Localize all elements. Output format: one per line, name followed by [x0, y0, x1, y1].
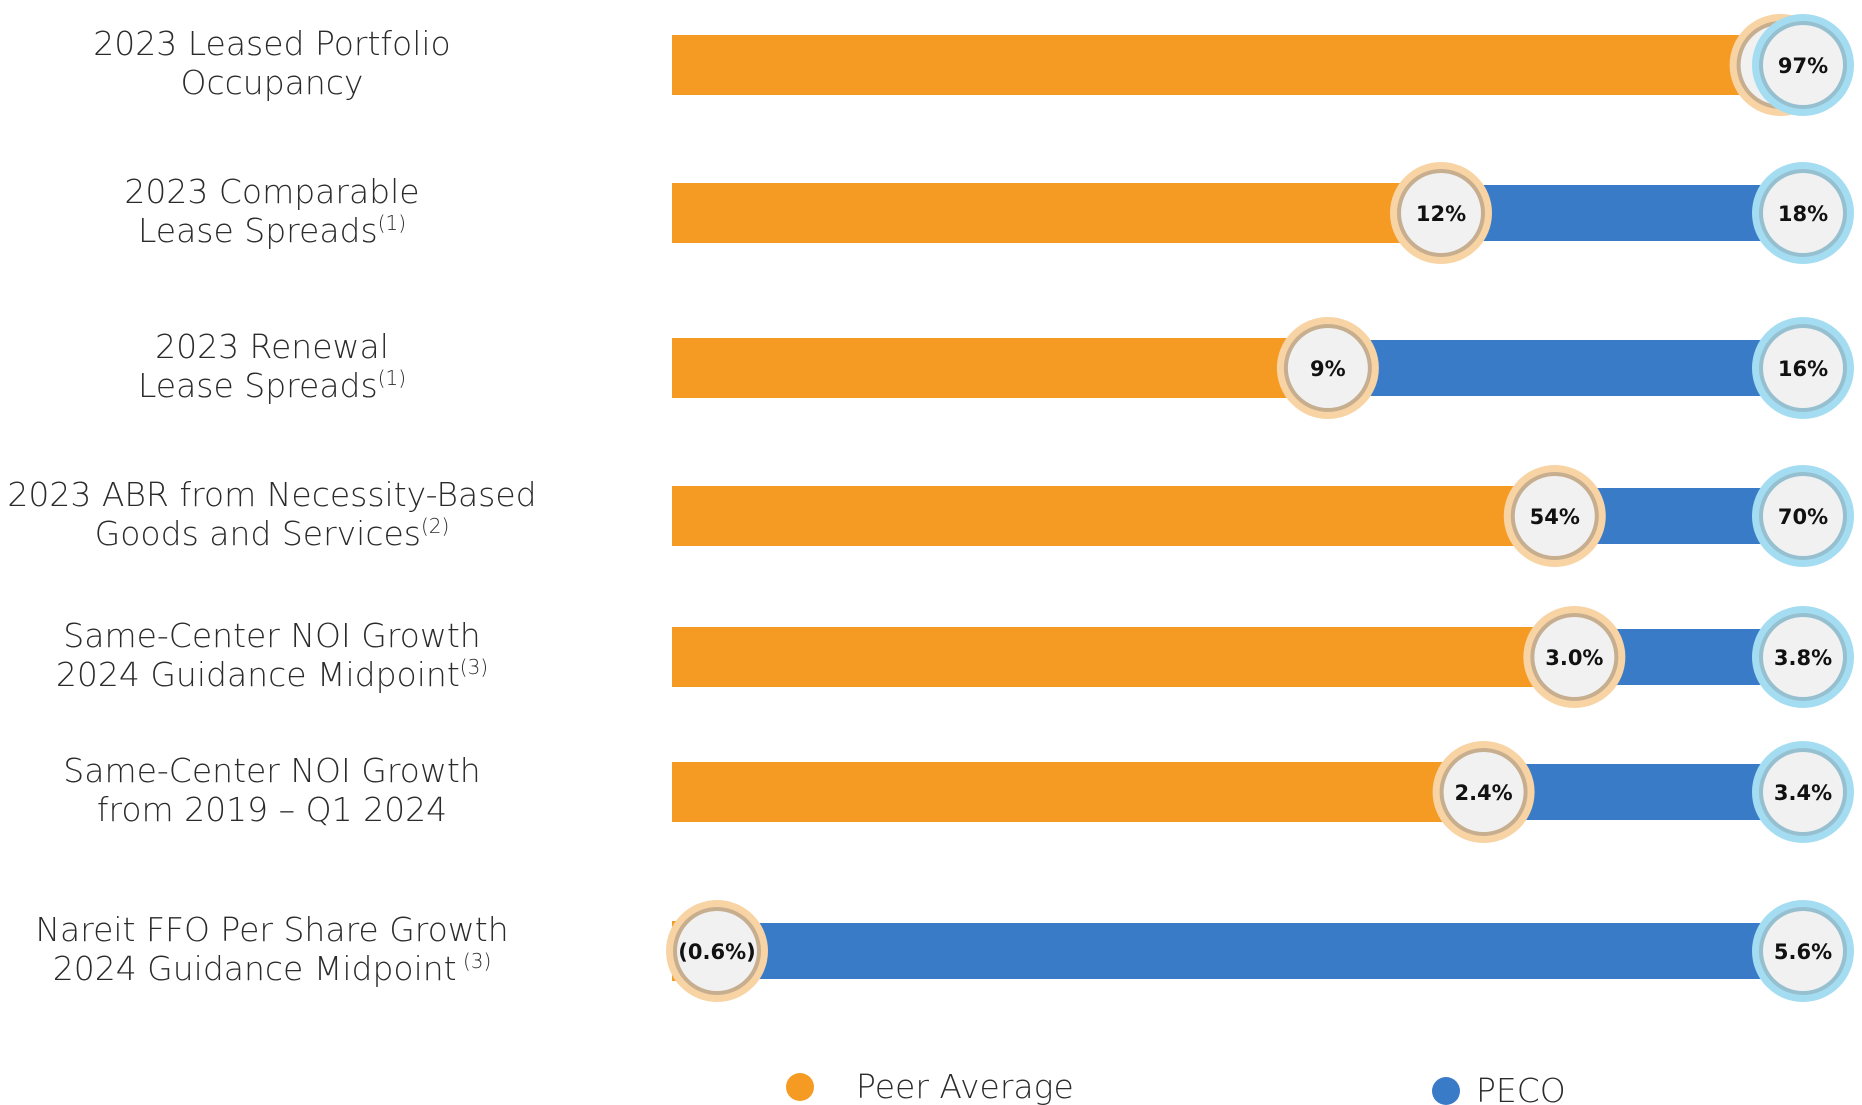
peco-value-label: 70%	[1778, 505, 1828, 529]
row-label-line1: 2023 Renewal	[155, 327, 389, 366]
peer-value-label: 3.0%	[1545, 646, 1603, 670]
peco-marker	[1763, 173, 1843, 253]
row-label-line2: Goods and Services(2)	[95, 514, 450, 553]
peco-marker	[1763, 911, 1843, 991]
row-label-line1: Same-Center NOI Growth	[63, 616, 480, 655]
row-label-line2: Lease Spreads(1)	[138, 211, 406, 250]
row-label-line1: 2023 Comparable	[124, 172, 419, 211]
peer-value-label: 2.4%	[1454, 781, 1512, 805]
peco-value-label: 5.6%	[1774, 940, 1832, 964]
peer-marker	[1534, 617, 1615, 697]
legend-swatch-peer	[786, 1073, 814, 1101]
chart-legend: Peer Average PECO	[786, 1067, 1566, 1105]
peco-value-label: 3.4%	[1774, 781, 1832, 805]
chart-rows: 2023 Leased PortfolioOccupancy95%97%2023…	[7, 14, 1854, 1002]
peer-value-label: 12%	[1416, 202, 1466, 226]
peer-bar	[672, 627, 1575, 687]
peer-marker	[1514, 476, 1595, 556]
peco-value-label: 3.8%	[1774, 646, 1832, 670]
row-label-line2: Occupancy	[181, 63, 364, 102]
row-label-line1: Same-Center NOI Growth	[63, 751, 480, 790]
row-label-line1: 2023 Leased Portfolio	[93, 24, 451, 63]
peco-value-label: 18%	[1778, 202, 1828, 226]
legend-label-peer: Peer Average	[856, 1067, 1074, 1105]
peco-bar	[1483, 764, 1803, 820]
peer-bar	[672, 762, 1484, 822]
peer-marker	[1287, 328, 1368, 408]
peco-bar	[1441, 185, 1803, 241]
peer-marker	[1401, 173, 1481, 253]
peco-bar	[717, 923, 1803, 979]
peco-marker	[1763, 476, 1843, 556]
peer-bar	[672, 338, 1328, 398]
peco-marker	[1763, 752, 1843, 832]
row-label-line2: 2024 Guidance Midpoint (3)	[53, 949, 492, 988]
peco-bar	[1327, 340, 1803, 396]
chart-row: 2023 Leased PortfolioOccupancy95%97%	[93, 14, 1854, 116]
peer-marker	[1443, 752, 1524, 832]
peco-marker	[1763, 25, 1843, 105]
row-label-line2: from 2019 – Q1 2024	[97, 790, 447, 829]
peer-bar	[672, 35, 1781, 95]
peco-marker	[1763, 328, 1843, 408]
peer-value-label: (0.6%)	[678, 940, 755, 964]
row-label-line2: 2024 Guidance Midpoint(3)	[56, 655, 488, 694]
peer-value-label: 54%	[1530, 505, 1580, 529]
row-label-line2: Lease Spreads(1)	[138, 366, 406, 405]
peer-bar	[672, 183, 1441, 243]
row-label-line1: Nareit FFO Per Share Growth	[35, 910, 508, 949]
peer-value-label: 9%	[1310, 357, 1346, 381]
row-label-line1: 2023 ABR from Necessity-Based	[7, 475, 536, 514]
legend-swatch-peco	[1432, 1077, 1460, 1105]
peco-value-label: 97%	[1778, 54, 1828, 78]
peer-marker	[677, 911, 757, 991]
peer-bar	[672, 486, 1555, 546]
peco-value-label: 16%	[1778, 357, 1828, 381]
peco-marker	[1763, 617, 1843, 697]
legend-label-peco: PECO	[1476, 1071, 1566, 1105]
